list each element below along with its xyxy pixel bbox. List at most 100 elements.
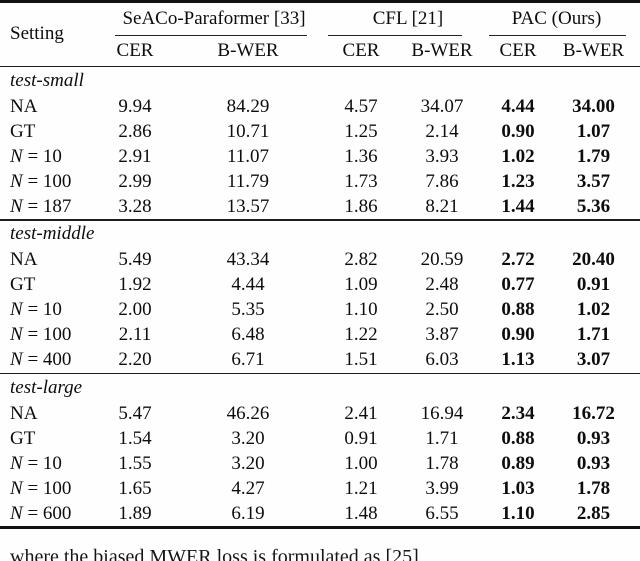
- row-setting: N = 100: [10, 324, 72, 346]
- table-row: N = 10 1.55 3.20 1.00 1.78 0.89 0.93: [0, 451, 640, 476]
- table-row: N = 187 3.28 13.57 1.86 8.21 1.44 5.36: [0, 194, 640, 219]
- cell-pac-bwer: 0.93: [576, 427, 611, 449]
- table-row: N = 10 2.91 11.07 1.36 3.93 1.02 1.79: [0, 144, 640, 169]
- row-setting: N = 100: [10, 477, 72, 499]
- cell-seaco-cer: 2.11: [118, 324, 152, 346]
- cell-pac-bwer: 1.78: [576, 477, 611, 499]
- cell-pac-bwer: 3.07: [576, 349, 611, 371]
- cell-pac-cer: 0.90: [501, 324, 535, 346]
- cell-cfl-bwer: 20.59: [420, 249, 464, 271]
- cell-pac-cer: 2.72: [501, 249, 535, 271]
- cell-seaco-bwer: 43.34: [226, 249, 270, 271]
- table-row: N = 100 1.65 4.27 1.21 3.99 1.03 1.78: [0, 476, 640, 501]
- cell-seaco-bwer: 3.20: [231, 427, 265, 449]
- cell-seaco-bwer: 11.79: [226, 170, 270, 192]
- cell-pac-bwer: 1.71: [576, 324, 611, 346]
- cell-seaco-cer: 5.49: [118, 249, 152, 271]
- row-setting: NA: [10, 95, 38, 117]
- cell-pac-cer: 1.13: [501, 349, 535, 371]
- cell-seaco-bwer: 13.57: [226, 195, 270, 217]
- cell-seaco-bwer: 11.07: [226, 145, 270, 167]
- cell-pac-bwer: 1.79: [576, 145, 611, 167]
- results-table: Setting SeACo-Paraformer [33] CFL [21] P…: [0, 0, 640, 530]
- group-header-pac-ours: PAC (Ours): [489, 3, 640, 36]
- section-test-large: test-large NA 5.47 46.26 2.41 16.94 2.34…: [0, 374, 640, 526]
- column-header-bwer: B-WER: [217, 39, 279, 61]
- group-underline: [115, 34, 307, 36]
- cell-cfl-bwer: 6.55: [425, 502, 459, 524]
- group-underline: [328, 34, 462, 36]
- group-header-seaco-paraformer: SeACo-Paraformer [33]: [101, 3, 327, 36]
- row-setting: N = 10: [10, 299, 62, 321]
- cell-cfl-bwer: 3.99: [425, 477, 459, 499]
- cell-cfl-bwer: 2.14: [425, 120, 459, 142]
- cell-seaco-bwer: 4.27: [231, 477, 265, 499]
- cell-cfl-cer: 4.57: [344, 95, 378, 117]
- cell-pac-cer: 0.77: [501, 274, 535, 296]
- cell-seaco-cer: 3.28: [118, 195, 152, 217]
- cell-seaco-bwer: 6.48: [231, 324, 265, 346]
- section-label-row: test-large: [0, 374, 640, 401]
- column-header-cer: CER: [116, 39, 154, 61]
- cell-cfl-cer: 1.86: [344, 195, 378, 217]
- cell-pac-bwer: 1.07: [576, 120, 611, 142]
- cell-cfl-cer: 1.51: [344, 349, 378, 371]
- group-header-label: SeACo-Paraformer [33]: [122, 8, 306, 30]
- cell-cfl-cer: 1.48: [344, 502, 378, 524]
- cell-cfl-bwer: 2.48: [425, 274, 459, 296]
- cell-pac-cer: 1.10: [501, 502, 535, 524]
- cell-cfl-bwer: 1.78: [425, 452, 459, 474]
- section-label: test-small: [10, 69, 84, 91]
- cell-pac-bwer: 20.40: [572, 249, 615, 271]
- cell-cfl-bwer: 16.94: [420, 402, 464, 424]
- cell-seaco-cer: 2.00: [118, 299, 152, 321]
- cell-pac-cer: 0.90: [501, 120, 535, 142]
- cell-seaco-cer: 2.20: [118, 349, 152, 371]
- row-setting: N = 10: [10, 452, 62, 474]
- cell-pac-bwer: 0.91: [576, 274, 611, 296]
- cell-cfl-cer: 1.36: [344, 145, 378, 167]
- cell-seaco-cer: 5.47: [118, 402, 152, 424]
- header-separator-rule: [0, 65, 640, 68]
- cell-cfl-cer: 1.25: [344, 120, 378, 142]
- cell-seaco-bwer: 4.44: [231, 274, 265, 296]
- cell-seaco-bwer: 10.71: [226, 120, 270, 142]
- section-label: test-middle: [10, 223, 95, 245]
- column-header-setting: Setting: [10, 23, 64, 45]
- cell-cfl-cer: 1.22: [344, 324, 378, 346]
- cutoff-caption-text: where the biased MWER loss is formulated…: [10, 546, 419, 561]
- row-setting: NA: [10, 402, 38, 424]
- row-setting: N = 187: [10, 195, 72, 217]
- cell-seaco-cer: 2.91: [118, 145, 152, 167]
- row-setting: N = 10: [10, 145, 62, 167]
- table-header: Setting SeACo-Paraformer [33] CFL [21] P…: [0, 3, 640, 66]
- cell-cfl-cer: 1.21: [344, 477, 378, 499]
- cell-cfl-cer: 1.10: [344, 299, 378, 321]
- group-underline: [489, 34, 626, 36]
- table-row: N = 600 1.89 6.19 1.48 6.55 1.10 2.85: [0, 501, 640, 526]
- cell-seaco-cer: 1.54: [118, 427, 152, 449]
- cell-cfl-cer: 1.73: [344, 170, 378, 192]
- cell-pac-cer: 0.88: [501, 427, 535, 449]
- table-row: NA 5.49 43.34 2.82 20.59 2.72 20.40: [0, 248, 640, 273]
- cell-seaco-bwer: 5.35: [231, 299, 265, 321]
- cell-seaco-bwer: 6.19: [231, 502, 265, 524]
- column-header-cer: CER: [499, 39, 537, 61]
- row-setting: GT: [10, 274, 36, 296]
- cell-seaco-cer: 1.89: [118, 502, 152, 524]
- cell-cfl-cer: 0.91: [344, 427, 378, 449]
- cell-cfl-bwer: 34.07: [420, 95, 464, 117]
- cell-cfl-bwer: 6.03: [425, 349, 459, 371]
- section-label-row: test-middle: [0, 221, 640, 248]
- cell-seaco-cer: 9.94: [118, 95, 152, 117]
- cell-cfl-bwer: 1.71: [425, 427, 459, 449]
- section-separator-rule: [0, 372, 640, 375]
- group-header-cfl: CFL [21]: [327, 3, 489, 36]
- section-label-row: test-small: [0, 67, 640, 94]
- cell-seaco-cer: 1.65: [118, 477, 152, 499]
- section-separator-rule: [0, 219, 640, 221]
- section-test-small: test-small NA 9.94 84.29 4.57 34.07 4.44…: [0, 67, 640, 219]
- cell-pac-bwer: 5.36: [576, 195, 611, 217]
- row-setting: N = 600: [10, 502, 72, 524]
